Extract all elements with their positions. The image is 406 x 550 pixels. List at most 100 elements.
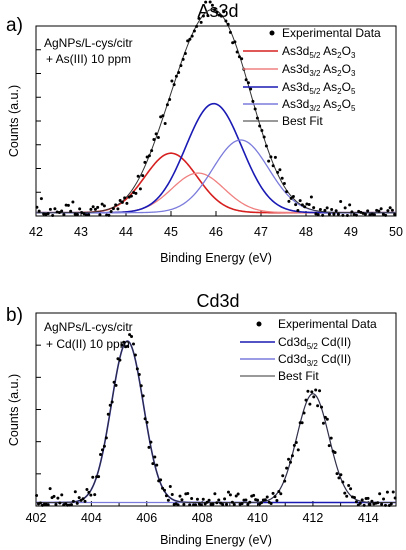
panel-a-data-point-100 xyxy=(260,128,264,132)
panel-a-data-point-41 xyxy=(127,195,131,199)
panel-a-data-point-143 xyxy=(357,209,361,213)
panel-b-data-point-56 xyxy=(143,417,147,421)
panel-b-data-point-80 xyxy=(190,497,194,501)
panel-b-data-point-34 xyxy=(100,448,104,452)
panel-b-data-point-165 xyxy=(354,500,358,504)
panel-b-data-point-154 xyxy=(333,450,337,454)
panel-a-data-point-22 xyxy=(84,213,88,217)
panel-a-data-point-13 xyxy=(64,203,68,207)
panel-a-data-point-132 xyxy=(332,212,336,216)
panel-b-data-point-67 xyxy=(164,494,168,498)
panel-a-data-point-59 xyxy=(168,98,172,102)
panel-b-data-point-143 xyxy=(312,395,316,399)
panel-b-data-point-91 xyxy=(211,502,215,506)
panel-a-data-point-68 xyxy=(188,37,192,41)
panel-a-data-point-123 xyxy=(312,206,316,210)
panel-b-data-point-114 xyxy=(256,498,260,502)
panel-a-data-point-24 xyxy=(89,207,93,211)
panel-a-xtick-label-5: 47 xyxy=(254,225,268,239)
panel-a-data-point-30 xyxy=(102,204,106,208)
panel-a-data-point-73 xyxy=(199,20,203,24)
panel-a-data-point-152 xyxy=(377,209,381,213)
panel-b-data-point-93 xyxy=(215,501,219,505)
panel-b-data-point-180 xyxy=(383,503,387,507)
panel-b-data-point-98 xyxy=(225,502,229,506)
panel-b-data-point-53 xyxy=(137,373,141,377)
panel-b-data-point-123 xyxy=(273,495,277,499)
panel-b-data-point-13 xyxy=(60,493,64,497)
panel-b-data-point-11 xyxy=(56,496,60,500)
panel-b-data-point-96 xyxy=(221,503,225,507)
panel-a-curve-3 xyxy=(36,102,396,214)
panel-b-data-point-161 xyxy=(347,484,351,487)
panel-b-data-point-25 xyxy=(83,499,87,503)
panel-a-data-point-138 xyxy=(345,213,349,217)
panel-b-data-point-121 xyxy=(269,502,273,506)
panel-a-data-point-50 xyxy=(147,154,151,158)
panel-b-data-point-41 xyxy=(114,383,118,387)
panel-b-data-point-78 xyxy=(186,492,190,495)
panel-b-data-point-181 xyxy=(385,490,389,494)
panel-a-data-point-127 xyxy=(321,213,325,217)
panel-a-data-point-145 xyxy=(361,211,365,215)
panel-b-ylabel: Counts (a.u.) xyxy=(7,374,21,446)
panel-b-data-point-112 xyxy=(252,493,256,497)
panel-a-data-point-10 xyxy=(57,211,61,215)
panel-b-data-point-185 xyxy=(393,496,397,500)
panel-a-data-point-14 xyxy=(66,203,70,207)
panel-b-xtick-label-1: 404 xyxy=(81,511,102,525)
panel-a-xlabel: Binding Energy (eV) xyxy=(160,251,272,265)
legend-a-as2o5-52-label: As3d5/2 As2O5 xyxy=(282,80,356,96)
panel-b-data-point-179 xyxy=(382,497,386,501)
panel-a: a) As3d 42 43 44 45 46 47 48 49 50 Counts (a.u.)… xyxy=(6,0,403,265)
panel-b-data-point-22 xyxy=(77,496,81,500)
panel-b-data-point-146 xyxy=(318,389,322,393)
panel-b-legend: Experimental Data Cd3d5/2 Cd(II) Cd3d3/2… xyxy=(240,317,377,383)
panel-b-data-point-100 xyxy=(228,493,232,497)
panel-b-data-point-30 xyxy=(93,493,97,497)
legend-a-as2o3-32-label: As3d3/2 As2O3 xyxy=(282,62,356,78)
panel-b-data-point-27 xyxy=(87,490,91,494)
panel-b-data-point-109 xyxy=(246,502,250,506)
panel-a-annotation-line-1: AgNPs/L-cys/citr xyxy=(44,36,133,50)
panel-a-curve-2 xyxy=(36,172,396,214)
panel-a-data-point-86 xyxy=(228,30,232,34)
panel-a-data-point-47 xyxy=(141,174,145,178)
panel-b-data-point-38 xyxy=(108,403,112,407)
panel-a-data-point-60 xyxy=(170,79,174,83)
panel-b-data-point-134 xyxy=(294,440,298,444)
panel-b-data-point-137 xyxy=(300,421,304,425)
panel-a-data-point-110 xyxy=(282,181,286,185)
panel-a-data-point-48 xyxy=(143,160,147,164)
panel-a-data-point-117 xyxy=(298,199,302,203)
panel-b-data-point-55 xyxy=(141,394,145,398)
panel-b-data-point-133 xyxy=(292,443,296,447)
panel-b-data-point-48 xyxy=(128,333,132,337)
panel-a-data-point-140 xyxy=(350,210,354,214)
panel-a-data-point-99 xyxy=(258,124,262,128)
panel-a-data-point-56 xyxy=(161,114,165,118)
panel-b-data-point-59 xyxy=(149,440,153,444)
panel-a-data-point-85 xyxy=(226,22,230,26)
panel-a-data-point-134 xyxy=(336,212,340,216)
panel-a-data-point-66 xyxy=(183,51,187,55)
panel-b-xtick-label-5: 412 xyxy=(302,511,323,525)
panel-a-legend: Experimental Data As3d5/2 As2O3 As3d3/2 … xyxy=(243,26,381,128)
panel-b-data-point-168 xyxy=(360,498,364,502)
panel-b-data-point-6 xyxy=(46,503,50,507)
panel-b-data-point-106 xyxy=(240,502,244,506)
panel-a-data-point-147 xyxy=(366,209,370,213)
panel-b-data-point-32 xyxy=(97,475,101,479)
panel-b-data-point-156 xyxy=(337,476,341,480)
panel-b-data-point-52 xyxy=(135,367,139,371)
panel-a-data-point-118 xyxy=(300,203,304,207)
panel-b-data-point-70 xyxy=(170,492,174,496)
panel-b-data-point-116 xyxy=(259,501,263,505)
panel-b-data-point-142 xyxy=(310,390,314,394)
panel-b-data-point-129 xyxy=(285,466,289,470)
panel-a-data-point-122 xyxy=(309,195,313,199)
panel-a-data-point-27 xyxy=(96,205,100,209)
panel-b-data-point-65 xyxy=(161,486,165,490)
panel-a-data-point-64 xyxy=(179,64,183,68)
